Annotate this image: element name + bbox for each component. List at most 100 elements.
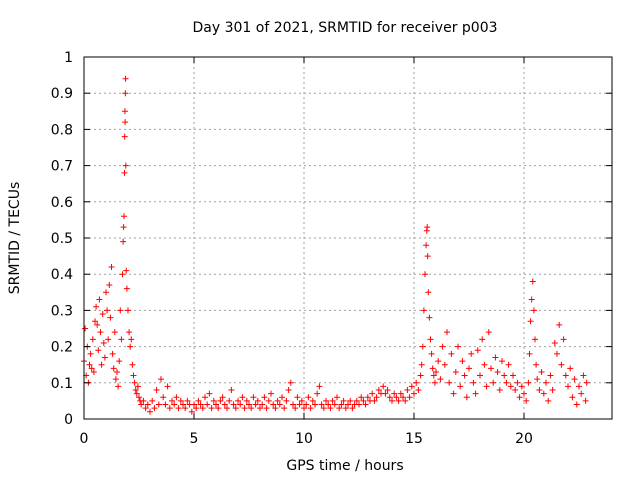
- data-point: [512, 387, 519, 394]
- y-axis-label: SRMTID / TECUs: [7, 182, 23, 295]
- data-point: [375, 387, 382, 394]
- data-point: [547, 372, 554, 379]
- data-point: [422, 271, 428, 278]
- data-point: [230, 401, 237, 408]
- data-point: [285, 387, 292, 394]
- data-point: [219, 394, 226, 401]
- data-point: [529, 278, 536, 285]
- data-point: [153, 387, 160, 394]
- data-point: [474, 347, 481, 354]
- data-point: [435, 358, 442, 365]
- data-point: [490, 379, 497, 386]
- tick-labels: 00.10.20.30.40.50.60.70.80.910 5 10 15 20: [51, 50, 533, 447]
- data-point: [118, 336, 125, 343]
- data-point: [276, 401, 283, 408]
- data-point: [96, 296, 103, 303]
- x-tick-label: 0: [80, 431, 89, 447]
- data-point: [136, 394, 142, 401]
- data-point: [481, 361, 488, 368]
- data-point: [413, 379, 420, 386]
- data-point: [415, 387, 422, 394]
- data-point: [195, 397, 202, 404]
- data-point: [164, 383, 171, 390]
- data-point: [461, 372, 468, 379]
- data-point: [314, 390, 321, 397]
- data-point: [533, 361, 540, 368]
- data-point: [109, 350, 116, 357]
- data-point: [526, 350, 533, 357]
- data-point: [248, 405, 255, 412]
- data-point: [202, 394, 208, 401]
- data-point: [292, 405, 299, 412]
- data-point: [347, 397, 354, 404]
- data-point: [551, 339, 558, 346]
- data-point: [395, 397, 402, 404]
- data-point: [318, 401, 325, 408]
- data-point: [226, 397, 233, 404]
- data-point: [516, 394, 523, 401]
- y-tick-label: 0.4: [51, 267, 73, 283]
- data-point: [472, 390, 479, 397]
- data-point: [507, 383, 514, 390]
- data-point: [338, 401, 345, 408]
- data-point: [193, 405, 200, 412]
- data-point: [169, 397, 175, 404]
- data-point: [450, 390, 457, 397]
- data-point: [184, 397, 191, 404]
- data-point: [149, 397, 156, 404]
- data-point: [265, 397, 272, 404]
- data-point: [171, 401, 178, 408]
- data-point: [578, 390, 585, 397]
- data-point: [121, 133, 128, 140]
- data-point: [565, 383, 571, 390]
- data-point: [448, 350, 455, 357]
- data-point: [514, 379, 521, 386]
- data-point: [545, 397, 552, 404]
- data-point: [94, 321, 101, 328]
- data-point: [97, 329, 104, 336]
- data-point: [290, 401, 296, 408]
- data-point: [213, 401, 219, 408]
- data-point: [294, 394, 301, 401]
- data-point: [393, 394, 400, 401]
- data-point: [138, 401, 145, 408]
- data-point: [125, 307, 131, 314]
- data-point: [92, 318, 98, 325]
- data-point: [254, 397, 261, 404]
- data-point: [86, 361, 93, 368]
- data-point: [356, 401, 362, 408]
- data-point: [406, 394, 413, 401]
- plot-frame: [83, 56, 613, 420]
- data-point: [501, 372, 508, 379]
- data-point: [100, 339, 107, 346]
- data-point: [554, 350, 560, 357]
- data-point: [369, 390, 376, 397]
- data-point: [89, 336, 96, 343]
- data-point: [107, 314, 114, 321]
- data-point: [534, 376, 541, 383]
- data-point: [199, 405, 206, 412]
- data-point: [446, 379, 453, 386]
- data-point: [439, 343, 446, 350]
- data-point: [88, 365, 95, 372]
- data-point: [197, 401, 204, 408]
- data-point: [117, 307, 124, 314]
- data-point: [556, 321, 563, 328]
- data-point: [279, 394, 285, 401]
- data-point: [525, 379, 532, 386]
- data-point: [571, 376, 578, 383]
- data-point: [93, 303, 100, 310]
- data-point: [340, 397, 347, 404]
- data-point: [560, 336, 567, 343]
- data-point: [532, 336, 538, 343]
- data-point: [402, 397, 409, 404]
- data-point: [140, 397, 147, 404]
- data-point: [342, 405, 349, 412]
- data-point: [239, 394, 246, 401]
- data-point: [323, 397, 329, 404]
- data-point: [206, 390, 213, 397]
- data-point: [429, 365, 436, 372]
- data-point: [108, 263, 115, 270]
- data-point: [301, 405, 307, 412]
